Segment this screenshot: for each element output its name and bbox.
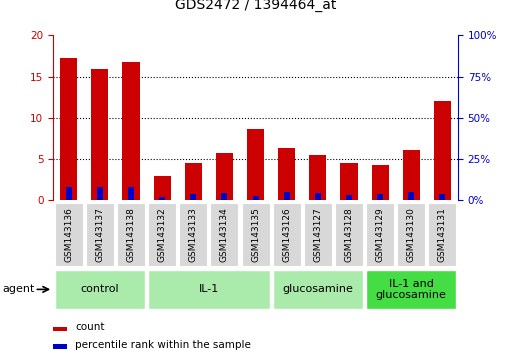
Bar <box>122 62 139 200</box>
Bar <box>314 193 320 200</box>
Text: GSM143130: GSM143130 <box>406 207 415 262</box>
Bar <box>190 194 196 200</box>
Bar <box>246 129 264 200</box>
Bar <box>433 101 450 200</box>
Bar <box>408 192 414 200</box>
Bar <box>153 176 170 200</box>
Text: GSM143134: GSM143134 <box>220 207 228 262</box>
FancyBboxPatch shape <box>272 203 300 266</box>
Text: count: count <box>75 322 105 332</box>
Text: agent: agent <box>3 284 35 295</box>
Text: GSM143138: GSM143138 <box>126 207 135 262</box>
FancyBboxPatch shape <box>148 270 269 309</box>
Text: IL-1: IL-1 <box>198 284 219 295</box>
Bar <box>438 194 444 200</box>
FancyBboxPatch shape <box>396 203 424 266</box>
Bar <box>340 163 357 200</box>
FancyBboxPatch shape <box>241 203 269 266</box>
Bar <box>216 153 232 200</box>
Bar <box>278 148 294 200</box>
Text: GSM143132: GSM143132 <box>157 207 166 262</box>
Text: GSM143135: GSM143135 <box>250 207 260 262</box>
FancyBboxPatch shape <box>303 203 331 266</box>
Bar <box>252 196 258 200</box>
Text: GSM143131: GSM143131 <box>437 207 446 262</box>
Text: control: control <box>80 284 119 295</box>
Text: GSM143133: GSM143133 <box>188 207 197 262</box>
Bar <box>66 187 72 200</box>
Text: GDS2472 / 1394464_at: GDS2472 / 1394464_at <box>175 0 335 12</box>
Bar <box>53 327 67 331</box>
Text: GSM143127: GSM143127 <box>313 207 322 262</box>
FancyBboxPatch shape <box>334 203 362 266</box>
Text: IL-1 and
glucosamine: IL-1 and glucosamine <box>375 279 446 300</box>
Bar <box>53 344 67 349</box>
Bar <box>60 58 77 200</box>
FancyBboxPatch shape <box>365 270 456 309</box>
Bar <box>128 187 134 200</box>
Bar <box>376 194 382 200</box>
Text: GSM143136: GSM143136 <box>64 207 73 262</box>
FancyBboxPatch shape <box>117 203 145 266</box>
Text: glucosamine: glucosamine <box>282 284 352 295</box>
Bar <box>345 195 351 200</box>
FancyBboxPatch shape <box>365 203 393 266</box>
FancyBboxPatch shape <box>86 203 114 266</box>
Text: percentile rank within the sample: percentile rank within the sample <box>75 340 251 350</box>
Text: GSM143126: GSM143126 <box>282 207 290 262</box>
FancyBboxPatch shape <box>55 270 145 309</box>
Bar <box>371 165 388 200</box>
FancyBboxPatch shape <box>148 203 176 266</box>
FancyBboxPatch shape <box>55 203 82 266</box>
Bar <box>159 197 165 200</box>
FancyBboxPatch shape <box>179 203 207 266</box>
Bar <box>283 192 289 200</box>
Bar <box>221 193 227 200</box>
FancyBboxPatch shape <box>210 203 238 266</box>
Bar <box>91 69 108 200</box>
FancyBboxPatch shape <box>272 270 362 309</box>
FancyBboxPatch shape <box>428 203 456 266</box>
Text: GSM143128: GSM143128 <box>344 207 353 262</box>
Text: GSM143129: GSM143129 <box>375 207 384 262</box>
Bar <box>184 163 201 200</box>
Text: GSM143137: GSM143137 <box>95 207 104 262</box>
Bar <box>402 150 419 200</box>
Bar <box>96 187 103 200</box>
Bar <box>309 155 326 200</box>
